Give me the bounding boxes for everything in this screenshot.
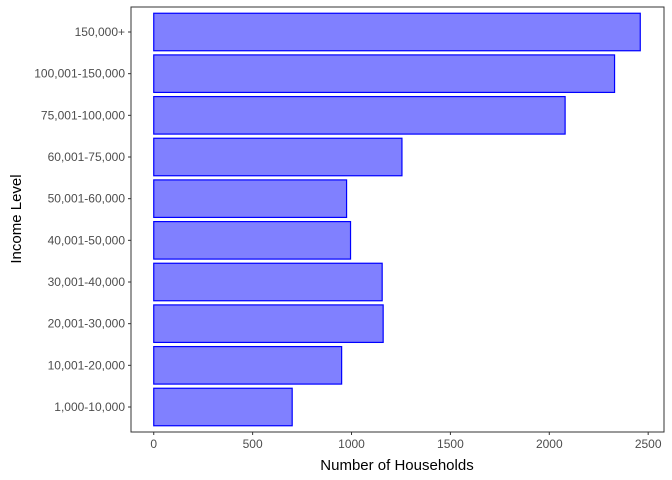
bar-3 [153, 262, 383, 302]
x-tick-label: 2000 [536, 437, 563, 451]
bar-4 [153, 220, 352, 260]
y-tick-label: 10,001-20,000 [48, 358, 126, 372]
bar-1 [153, 345, 343, 385]
bar-2 [153, 304, 384, 344]
bar-5 [153, 179, 348, 219]
panel-border [130, 6, 665, 433]
bar-9 [153, 12, 641, 52]
bar-7 [153, 95, 566, 135]
y-tick-label: 30,001-40,000 [48, 275, 126, 289]
x-tick-label: 1000 [338, 437, 365, 451]
y-axis-title: Income Level [8, 174, 25, 263]
x-tick-label: 2500 [635, 437, 662, 451]
x-tick-label: 1500 [437, 437, 464, 451]
bars-group [153, 12, 641, 427]
x-axis: 0 500 1000 1500 2000 2500 [150, 432, 662, 451]
bar-6 [153, 137, 403, 177]
y-tick-label: 75,001-100,000 [41, 108, 125, 122]
y-tick-label: 1,000-10,000 [54, 400, 125, 414]
y-tick-label: 40,001-50,000 [48, 233, 126, 247]
bar-8 [153, 54, 616, 94]
y-tick-label: 100,001-150,000 [34, 67, 125, 81]
y-tick-label: 150,000+ [75, 25, 125, 39]
y-axis: 1,000-10,000 10,001-20,000 20,001-30,000 30… [34, 25, 131, 414]
bar-0 [153, 387, 293, 427]
y-tick-label: 50,001-60,000 [48, 192, 126, 206]
x-tick-label: 500 [243, 437, 263, 451]
y-tick-label: 20,001-30,000 [48, 317, 126, 331]
x-tick-label: 0 [150, 437, 157, 451]
y-tick-label: 60,001-75,000 [48, 150, 126, 164]
x-axis-title: Number of Households [320, 457, 473, 474]
